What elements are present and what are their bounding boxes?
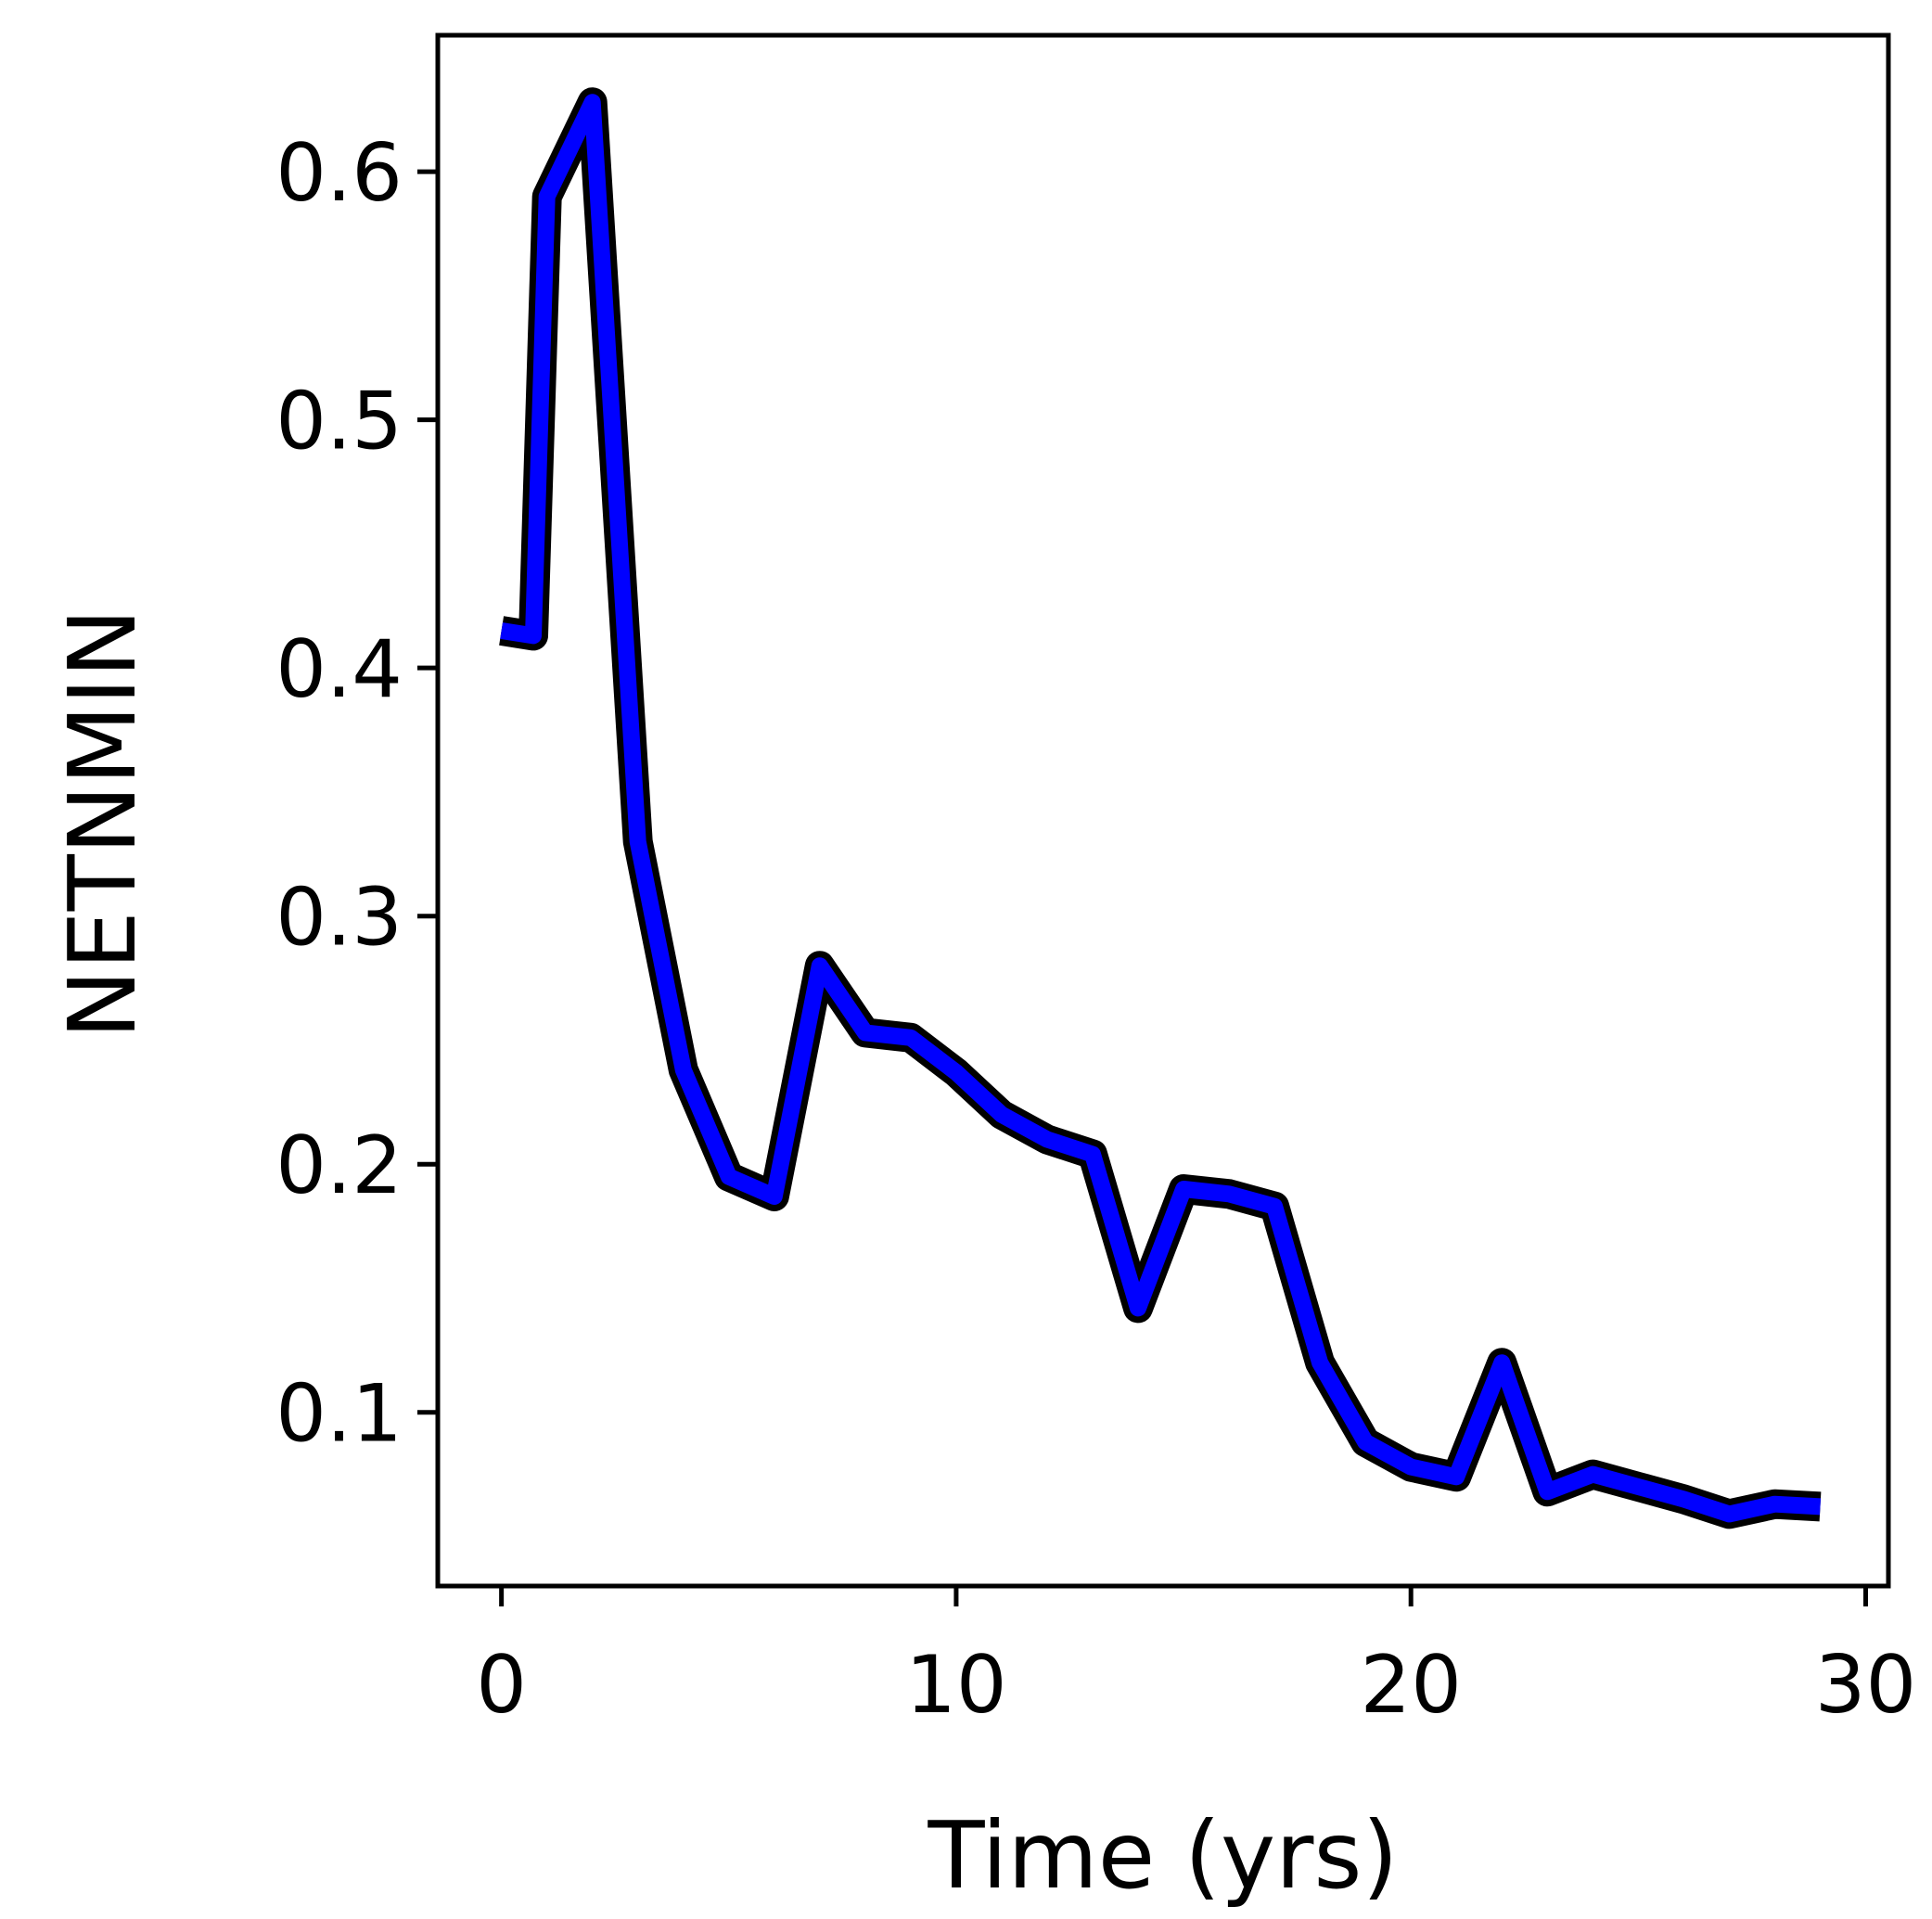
x-tick-label: 0 [476,1639,527,1732]
plot-area [499,87,1822,1529]
series-line-outline [499,87,1822,1529]
y-axis: 0.1 0.2 0.3 0.4 0.5 0.6 [275,127,438,1461]
y-tick-label: 0.5 [275,376,403,468]
y-tick-label: 0.4 [275,623,403,716]
y-tick-label: 0.6 [275,127,403,220]
x-tick-label: 10 [905,1639,1006,1732]
x-tick-label: 30 [1815,1639,1916,1732]
y-tick-label: 0.2 [275,1119,403,1212]
series-line [500,94,1821,1523]
axes-frame [435,32,1891,1589]
x-axis-label: Time (yrs) [928,1801,1399,1910]
x-axis: 0 10 20 30 [476,1586,1916,1732]
y-axis-label: NETNMIN [48,608,157,1039]
x-tick-label: 20 [1360,1639,1461,1732]
y-tick-label: 0.1 [275,1368,403,1461]
y-tick-label: 0.3 [275,872,403,965]
